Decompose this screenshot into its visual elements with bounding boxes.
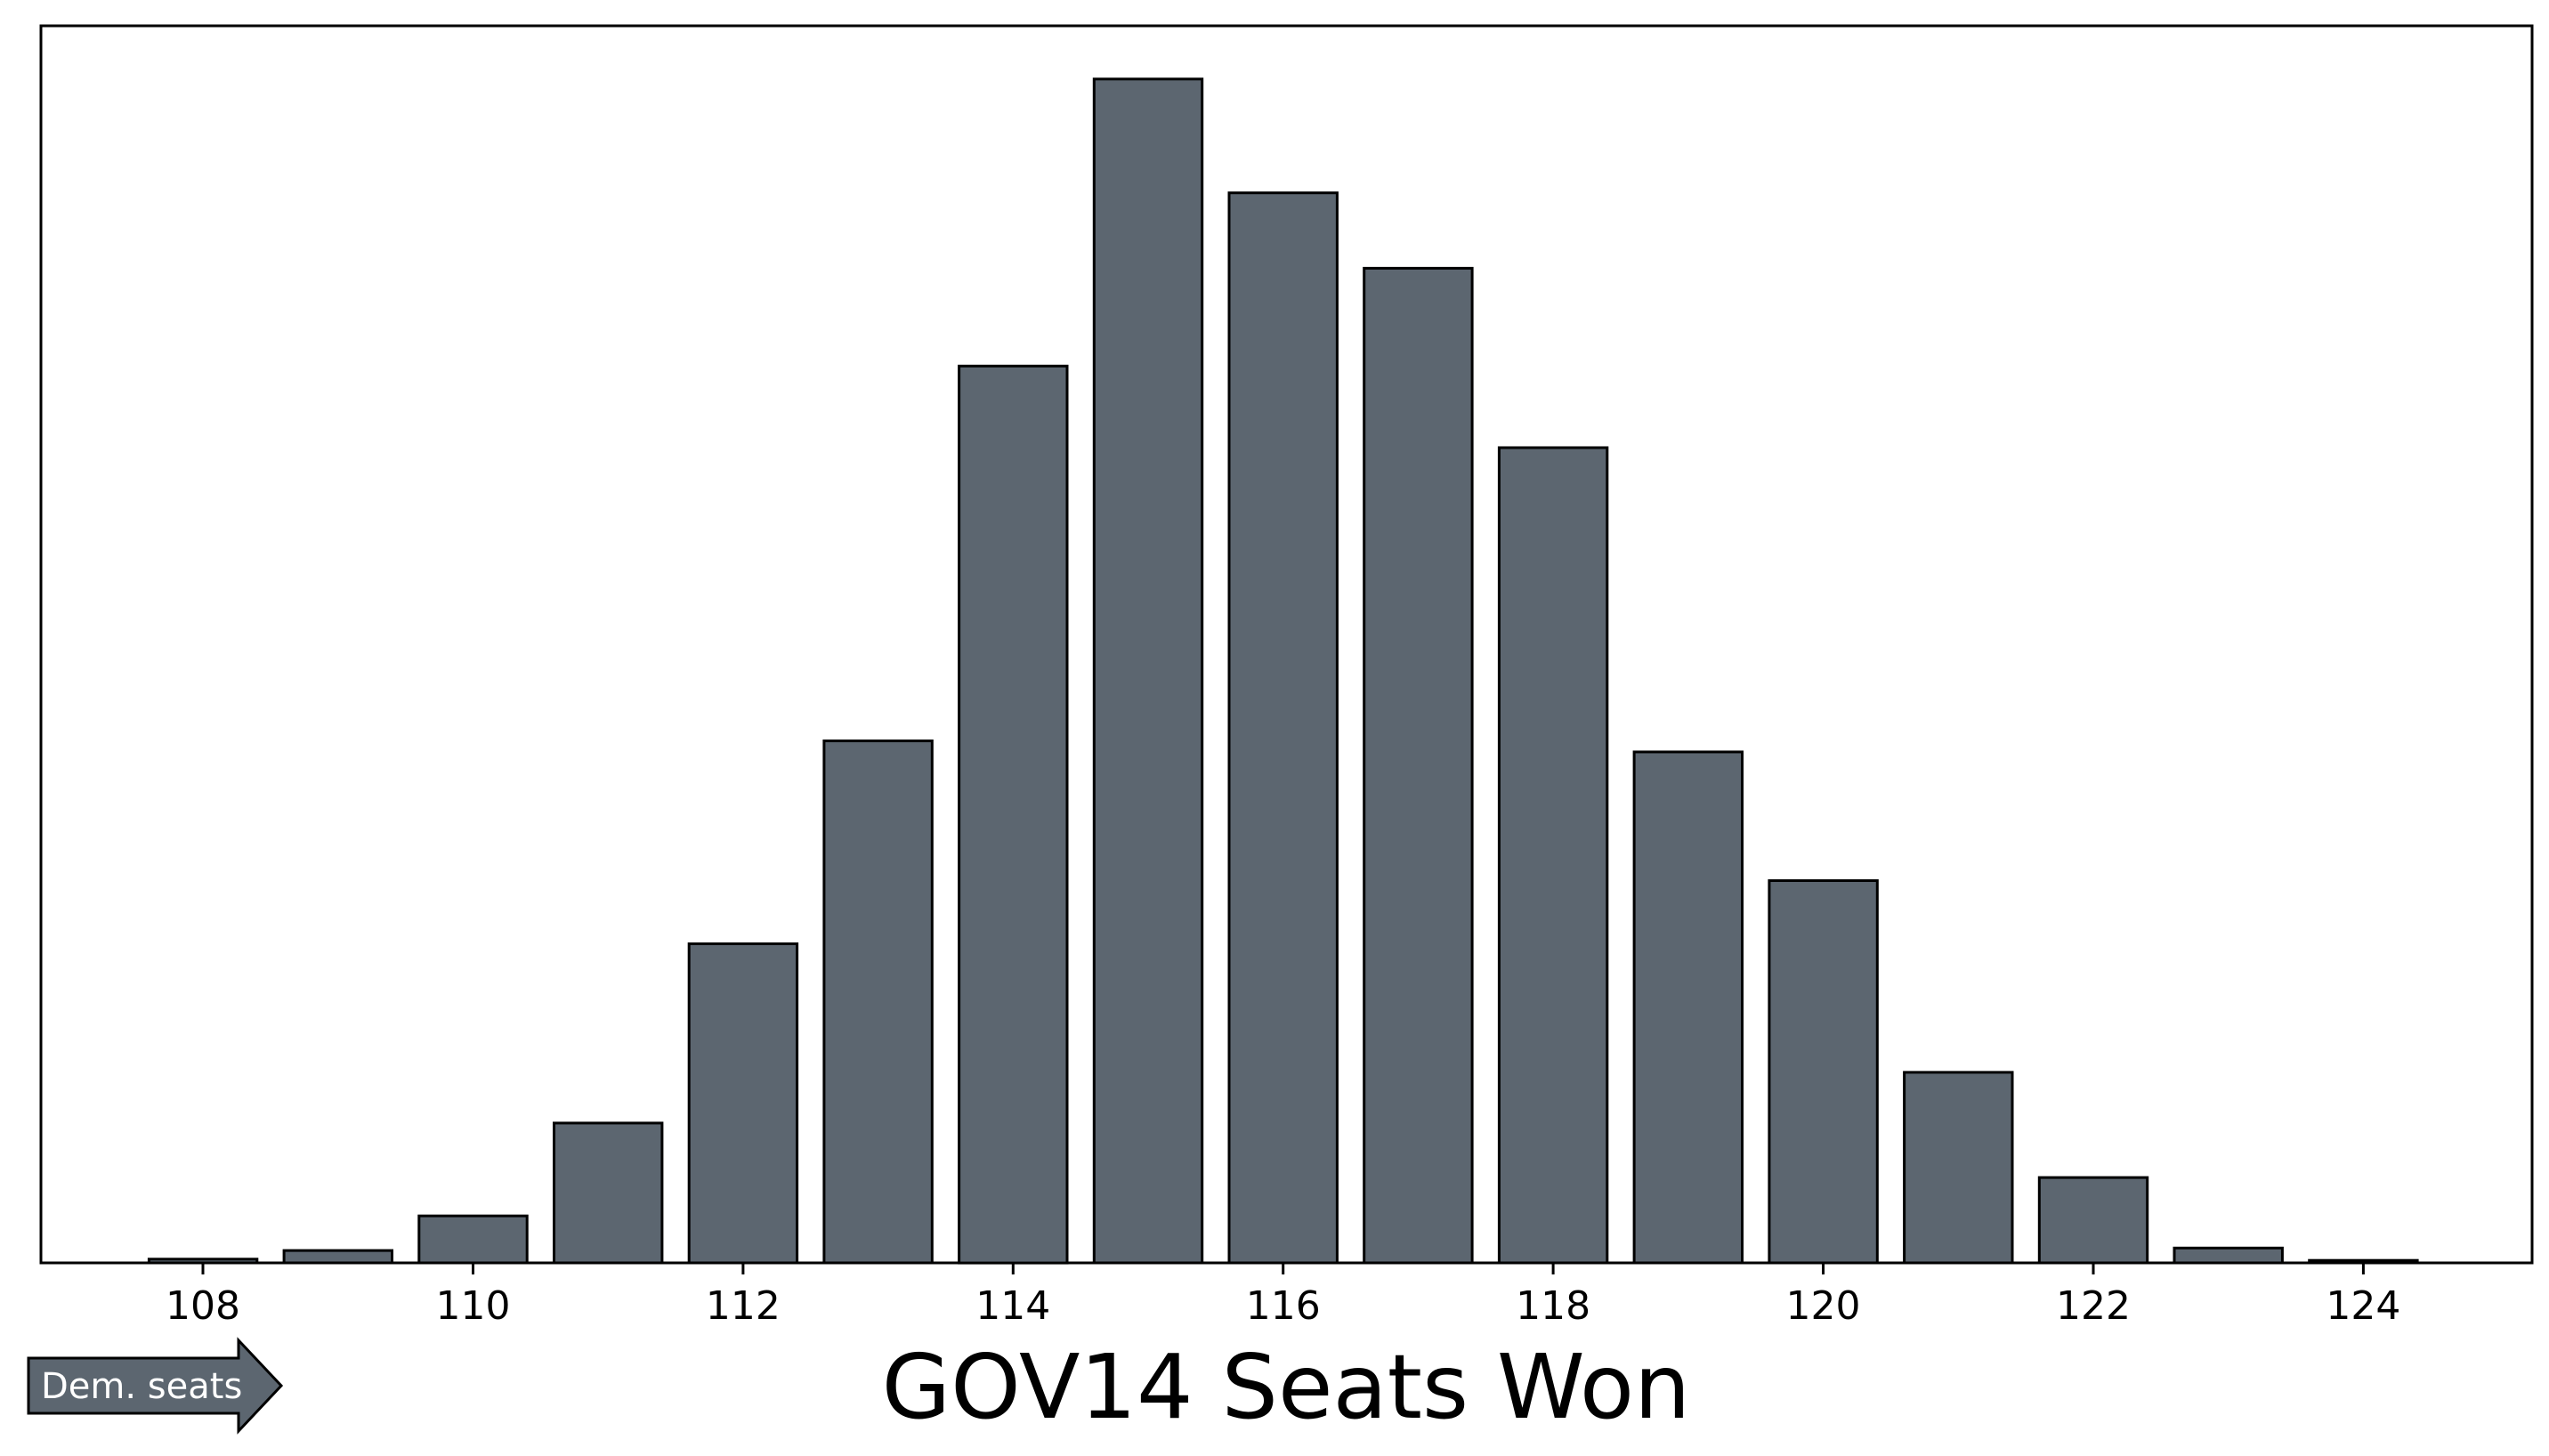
x-tick-label-108: 108 bbox=[166, 1283, 240, 1329]
bar-118 bbox=[1497, 446, 1609, 1265]
bar-123 bbox=[2173, 1246, 2284, 1265]
bar-121 bbox=[1903, 1071, 2014, 1265]
bar-120 bbox=[1768, 879, 1879, 1265]
bars-group bbox=[147, 77, 2419, 1265]
x-tick-label-118: 118 bbox=[1516, 1283, 1590, 1329]
bar-117 bbox=[1363, 266, 1474, 1265]
x-tick-label-114: 114 bbox=[975, 1283, 1050, 1329]
bar-116 bbox=[1227, 191, 1339, 1265]
x-tick-label-116: 116 bbox=[1246, 1283, 1321, 1329]
x-ticks-group: 108 110 112 114 116 118 120 122 124 bbox=[166, 1263, 2400, 1329]
x-tick-label-124: 124 bbox=[2326, 1283, 2400, 1329]
bar-112 bbox=[687, 942, 799, 1265]
x-tick-label-122: 122 bbox=[2056, 1283, 2131, 1329]
bar-113 bbox=[822, 739, 934, 1265]
dem-seats-arrow: Dem. seats bbox=[27, 1337, 284, 1435]
bar-110 bbox=[417, 1214, 529, 1265]
bar-108 bbox=[147, 1258, 259, 1265]
bar-122 bbox=[2037, 1176, 2149, 1265]
x-tick-label-112: 112 bbox=[706, 1283, 781, 1329]
arrow-label: Dem. seats bbox=[41, 1366, 242, 1407]
x-tick-label-120: 120 bbox=[1786, 1283, 1861, 1329]
x-tick-label-110: 110 bbox=[436, 1283, 511, 1329]
bar-114 bbox=[958, 364, 1069, 1265]
x-axis-label: GOV14 Seats Won bbox=[882, 1335, 1691, 1439]
arrow-shape bbox=[27, 1337, 284, 1435]
bar-119 bbox=[1632, 750, 1744, 1265]
bar-115 bbox=[1092, 77, 1204, 1265]
bar-111 bbox=[553, 1121, 664, 1265]
bar-124 bbox=[2308, 1258, 2419, 1265]
bar-109 bbox=[282, 1249, 394, 1265]
